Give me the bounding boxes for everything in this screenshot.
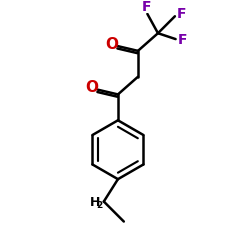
Text: 2: 2 <box>96 201 103 210</box>
Text: H: H <box>90 196 100 209</box>
Text: F: F <box>177 7 186 21</box>
Text: F: F <box>142 0 151 14</box>
Text: F: F <box>178 33 188 47</box>
Text: O: O <box>105 37 118 52</box>
Text: O: O <box>85 80 98 95</box>
